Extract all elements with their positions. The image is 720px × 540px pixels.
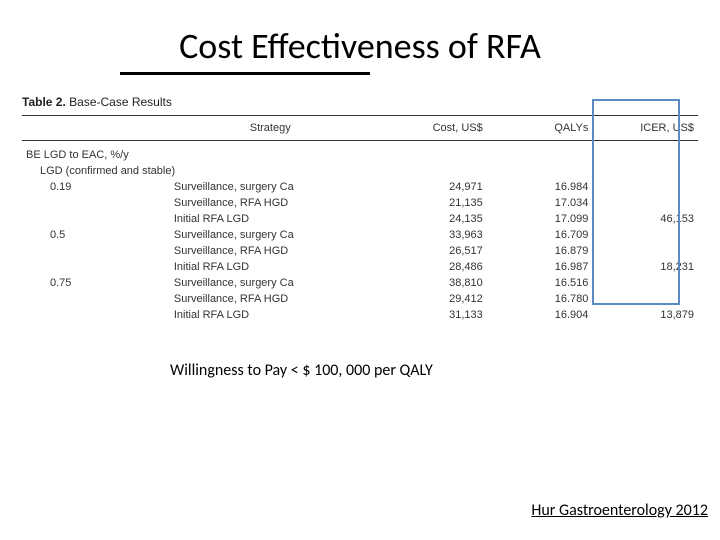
table-body: BE LGD to EAC, %/yLGD (confirmed and sta… [22, 140, 698, 323]
group-intro-row: LGD (confirmed and stable) [22, 163, 698, 179]
table-row: 0.75Surveillance, surgery Ca38,81016.516 [22, 275, 698, 291]
page-title: Cost Effectiveness of RFA [0, 0, 720, 72]
table-label: Table 2. [22, 95, 66, 109]
title-underline [120, 72, 370, 75]
table-row: Initial RFA LGD31,13316.90413,879 [22, 307, 698, 323]
table-row: 0.5Surveillance, surgery Ca33,96316.709 [22, 227, 698, 243]
header-strategy: Strategy [170, 116, 371, 140]
header-icer: ICER, US$ [592, 116, 698, 140]
table-row: Initial RFA LGD28,48616.98718,231 [22, 259, 698, 275]
table-container: Table 2. Base-Case Results Strategy Cost… [0, 95, 720, 323]
results-table: Strategy Cost, US$ QALYs ICER, US$ BE LG… [22, 116, 698, 323]
table-row: Surveillance, RFA HGD21,13517.034 [22, 195, 698, 211]
table-caption: Table 2. Base-Case Results [22, 95, 698, 109]
header-qalys: QALYs [487, 116, 593, 140]
section-header-row: BE LGD to EAC, %/y [22, 147, 698, 163]
willingness-caption: Willingness to Pay < $ 100, 000 per QALY [170, 361, 720, 380]
citation: Hur Gastroenterology 2012 [531, 501, 708, 520]
header-empty [22, 116, 170, 140]
table-row: 0.19Surveillance, surgery Ca24,97116.984 [22, 179, 698, 195]
table-row: Surveillance, RFA HGD26,51716.879 [22, 243, 698, 259]
table-title: Base-Case Results [69, 95, 172, 109]
table-row: Initial RFA LGD24,13517.09946,153 [22, 211, 698, 227]
header-cost: Cost, US$ [371, 116, 487, 140]
table-header-row: Strategy Cost, US$ QALYs ICER, US$ [22, 116, 698, 140]
table-row: Surveillance, RFA HGD29,41216.780 [22, 291, 698, 307]
